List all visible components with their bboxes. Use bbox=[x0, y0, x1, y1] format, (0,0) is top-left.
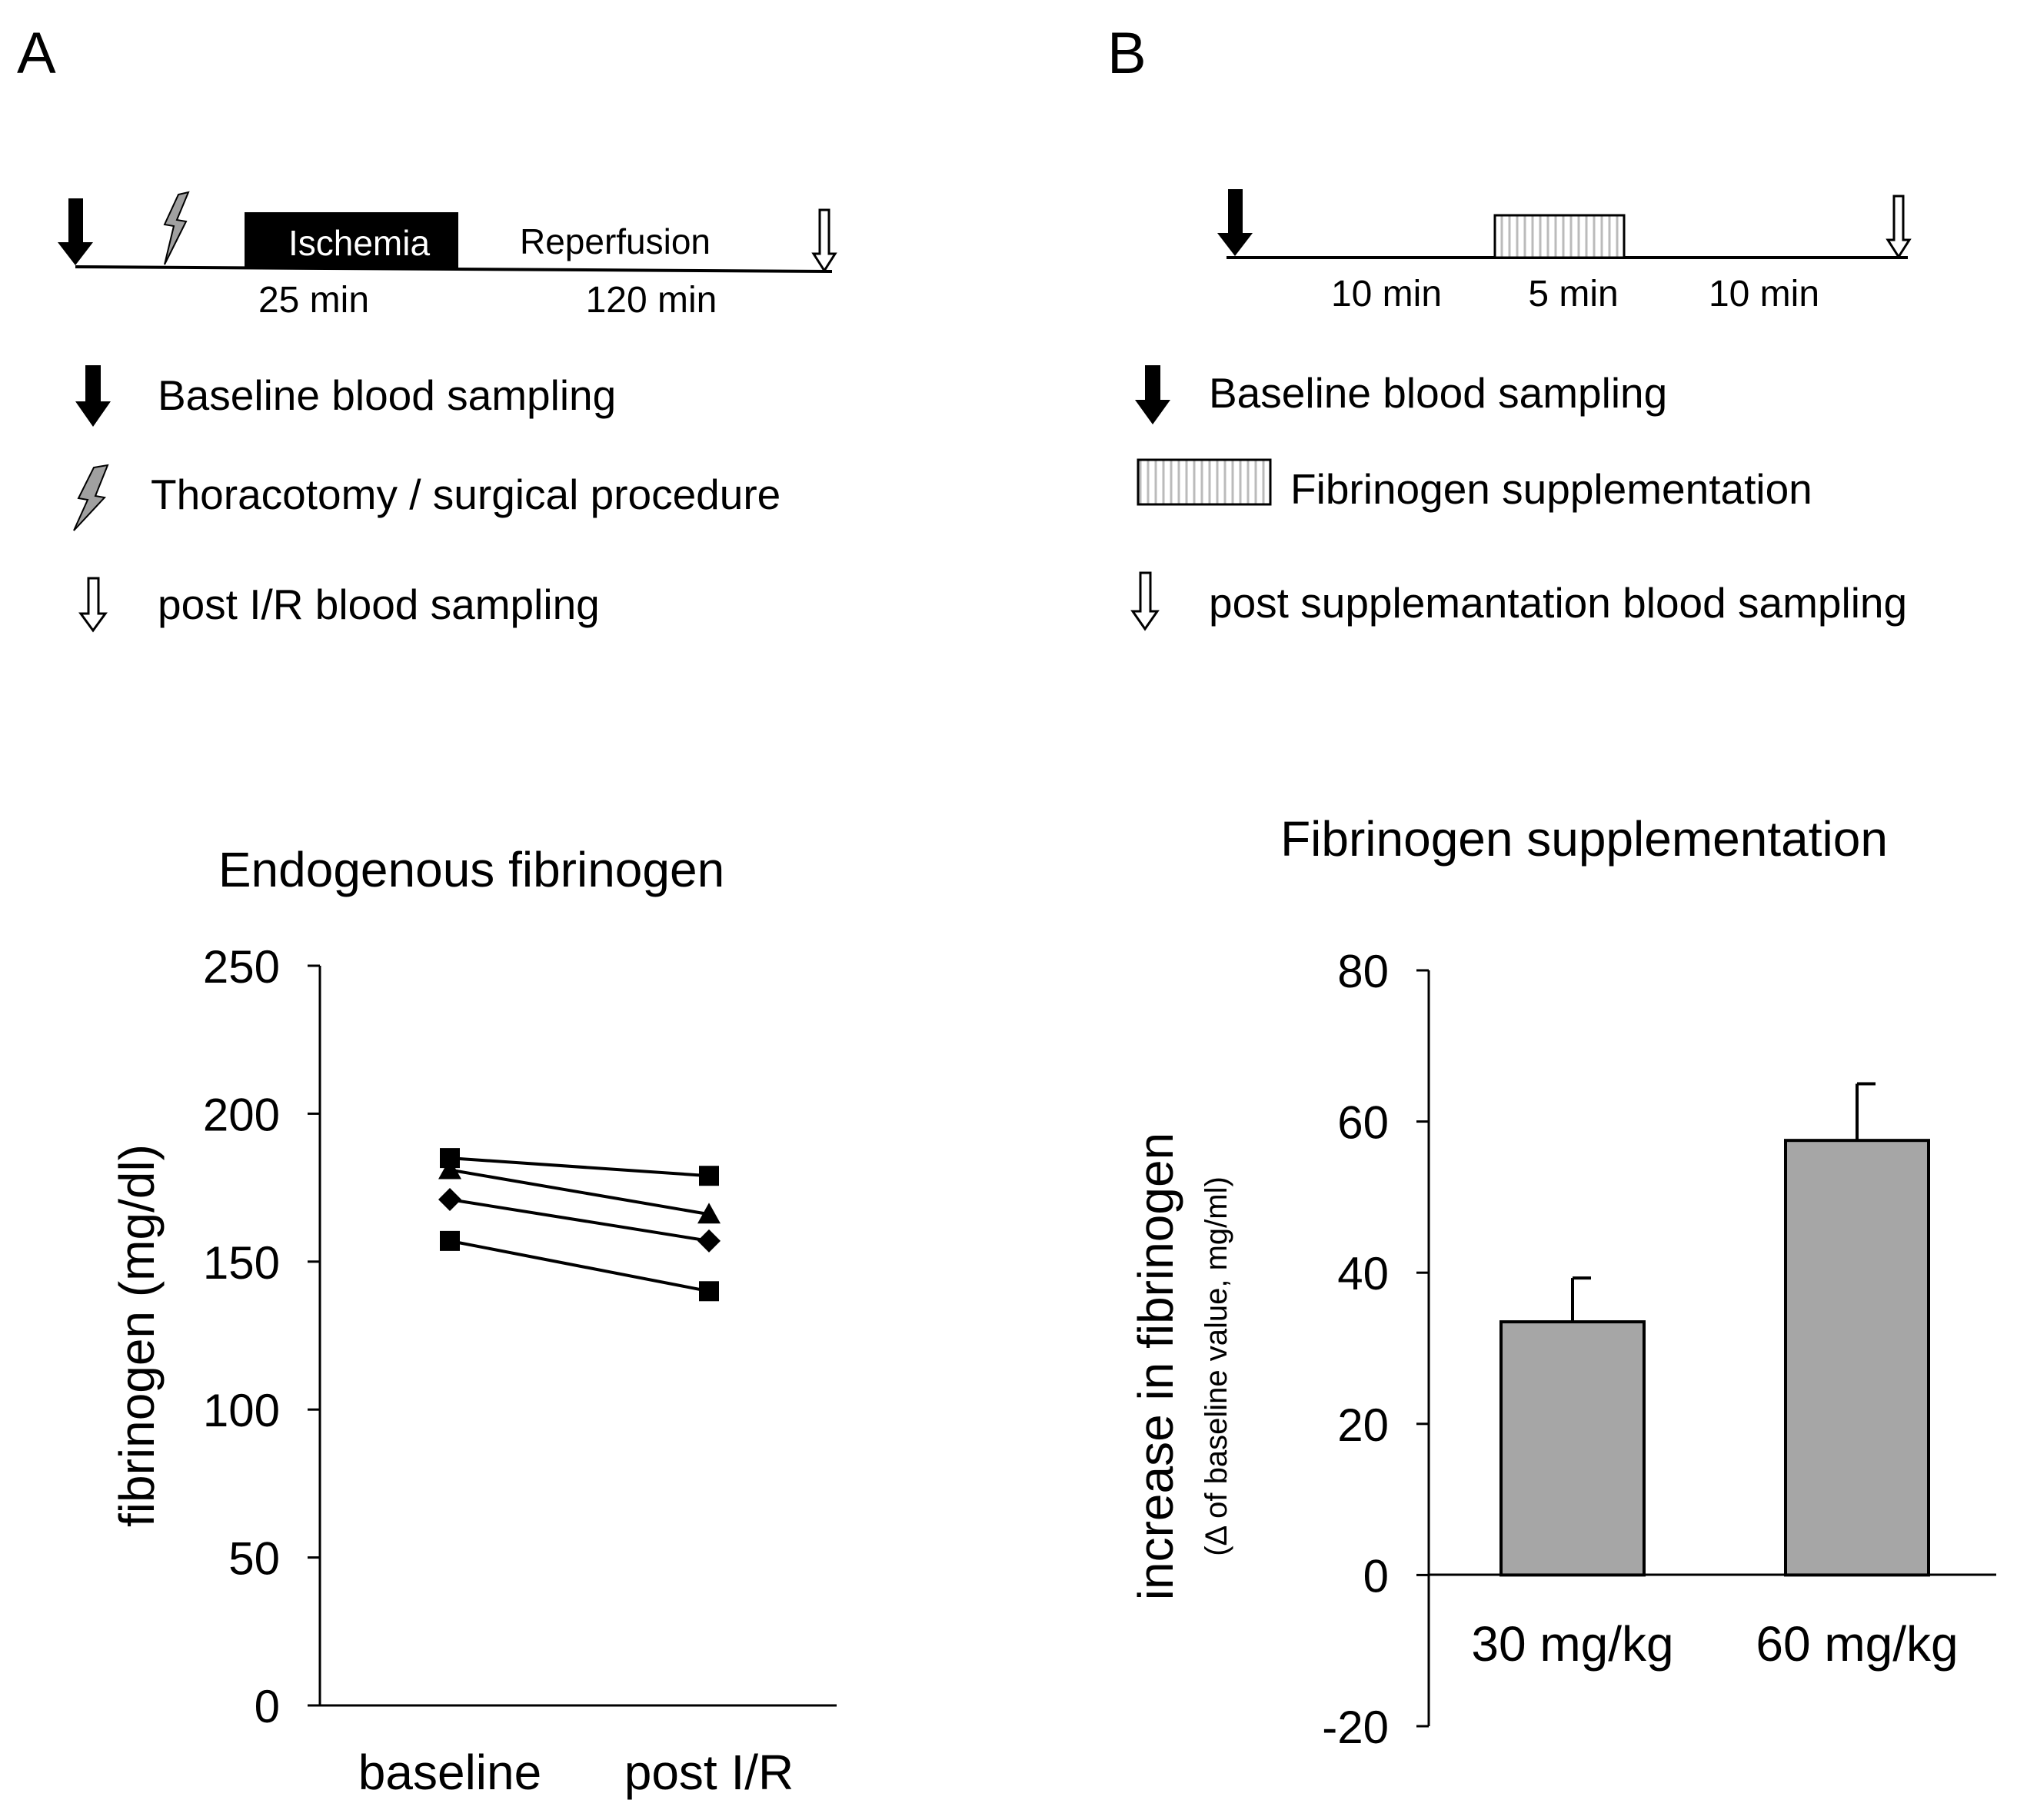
chart-a-point bbox=[697, 1203, 721, 1224]
panel-a-timeline: Ischemia Reperfusion 25 min 120 min bbox=[58, 191, 837, 321]
chart-a-y-tick-label: 0 bbox=[255, 1681, 280, 1732]
timeline-a-axis bbox=[75, 265, 833, 273]
legend-a-post-label: post I/R blood sampling bbox=[158, 581, 600, 628]
hollow-down-arrow-icon bbox=[1886, 195, 1912, 259]
filled-down-arrow-icon bbox=[1217, 189, 1253, 256]
chart-b-y-tick-label: 60 bbox=[1337, 1097, 1389, 1149]
filled-down-arrow-icon bbox=[58, 198, 93, 265]
chart-b-y-tick-label: 20 bbox=[1337, 1399, 1389, 1451]
legend-b-baseline-label: Baseline blood sampling bbox=[1209, 369, 1667, 417]
chart-a-y-tick-label: 250 bbox=[203, 941, 280, 993]
lightning-bolt-icon bbox=[163, 191, 190, 265]
reperfusion-label: Reperfusion bbox=[520, 221, 711, 261]
chart-b-y-tick-label: 80 bbox=[1337, 946, 1389, 997]
ischemia-duration: 25 min bbox=[258, 280, 369, 321]
panel-a-label: A bbox=[17, 21, 56, 86]
hatched-box-icon bbox=[1137, 458, 1272, 506]
chart-b-bar bbox=[1499, 1320, 1646, 1577]
chart-a-y-ticks: 0 50 100 150 200 250 bbox=[203, 941, 320, 1732]
chart-b-xtick-60: 60 mg/kg bbox=[1756, 1616, 1958, 1672]
timeline-b-duration-2: 5 min bbox=[1528, 274, 1618, 314]
chart-a-y-label: fibrinogen (mg/dl) bbox=[109, 1144, 165, 1527]
chart-b-bars bbox=[1499, 1082, 1930, 1577]
chart-a-point bbox=[438, 1158, 461, 1180]
legend-a-surgery-label: Thoracotomy / surgical procedure bbox=[151, 471, 781, 518]
hollow-down-arrow-icon bbox=[811, 208, 837, 273]
fibrinogen-supplementation-chart: Fibrinogen supplementation -20020406080 … bbox=[1128, 811, 1996, 1753]
chart-a-title: Endogenous fibrinogen bbox=[218, 842, 724, 897]
chart-a-xtick-baseline: baseline bbox=[358, 1745, 541, 1800]
panel-b-timeline: 10 min 5 min 10 min bbox=[1217, 189, 1912, 314]
panel-a-legend: Baseline blood sampling Thoracotomy / su… bbox=[73, 365, 781, 633]
lightning-bolt-icon bbox=[73, 464, 109, 531]
chart-a-y-tick-label: 200 bbox=[203, 1089, 280, 1140]
hollow-down-arrow-icon bbox=[1130, 571, 1160, 631]
chart-a-y-tick-label: 150 bbox=[203, 1237, 280, 1289]
chart-b-xtick-30: 30 mg/kg bbox=[1471, 1616, 1673, 1672]
filled-down-arrow-icon bbox=[1135, 365, 1170, 424]
chart-b-y-tick-label: 40 bbox=[1337, 1248, 1389, 1299]
chart-a-series-line bbox=[449, 1198, 710, 1243]
chart-a-series bbox=[438, 1148, 721, 1302]
chart-b-bar bbox=[1784, 1139, 1930, 1577]
chart-a-point bbox=[699, 1281, 719, 1302]
chart-a-y-tick-label: 100 bbox=[203, 1385, 280, 1436]
legend-b-post-label: post supplemantation blood sampling bbox=[1209, 579, 1907, 627]
chart-a-point bbox=[697, 1229, 721, 1253]
chart-a-series-line bbox=[449, 1168, 710, 1216]
hatched-box-icon bbox=[1493, 214, 1626, 259]
hollow-down-arrow-icon bbox=[78, 577, 108, 633]
chart-a-xtick-post: post I/R bbox=[624, 1745, 794, 1800]
chart-b-y-label: increase in fibrinogen bbox=[1128, 1133, 1183, 1600]
ischemia-block bbox=[245, 212, 458, 268]
chart-b-y-tick-label: 0 bbox=[1363, 1550, 1389, 1602]
chart-b-y-tick-label: -20 bbox=[1322, 1702, 1389, 1753]
chart-b-y-sublabel: (Δ of baseline value, mg/ml) bbox=[1200, 1176, 1233, 1556]
ischemia-label: Ischemia bbox=[288, 223, 430, 263]
chart-a-point bbox=[699, 1166, 719, 1186]
panel-b-label: B bbox=[1107, 21, 1147, 86]
chart-b-title: Fibrinogen supplementation bbox=[1280, 811, 1888, 867]
legend-b-supplement-label: Fibrinogen supplementation bbox=[1290, 465, 1812, 513]
chart-a-y-tick-label: 50 bbox=[228, 1533, 280, 1585]
reperfusion-duration: 120 min bbox=[586, 280, 717, 321]
filled-down-arrow-icon bbox=[75, 365, 111, 427]
chart-a-series-line bbox=[449, 1156, 710, 1178]
timeline-b-duration-1: 10 min bbox=[1331, 274, 1442, 314]
chart-a-point bbox=[440, 1230, 460, 1251]
chart-b-y-ticks: -20 0 20 40 60 80 bbox=[1322, 946, 1429, 1753]
chart-a-point bbox=[438, 1187, 461, 1211]
endogenous-fibrinogen-chart: Endogenous fibrinogen 0 50 100 150 200 250 ba… bbox=[109, 842, 837, 1800]
chart-a-series-line bbox=[449, 1239, 710, 1293]
legend-a-baseline-label: Baseline blood sampling bbox=[158, 371, 616, 419]
panel-b-legend: Baseline blood sampling Fibrinogen suppl… bbox=[1130, 365, 1907, 631]
timeline-b-duration-3: 10 min bbox=[1709, 274, 1819, 314]
